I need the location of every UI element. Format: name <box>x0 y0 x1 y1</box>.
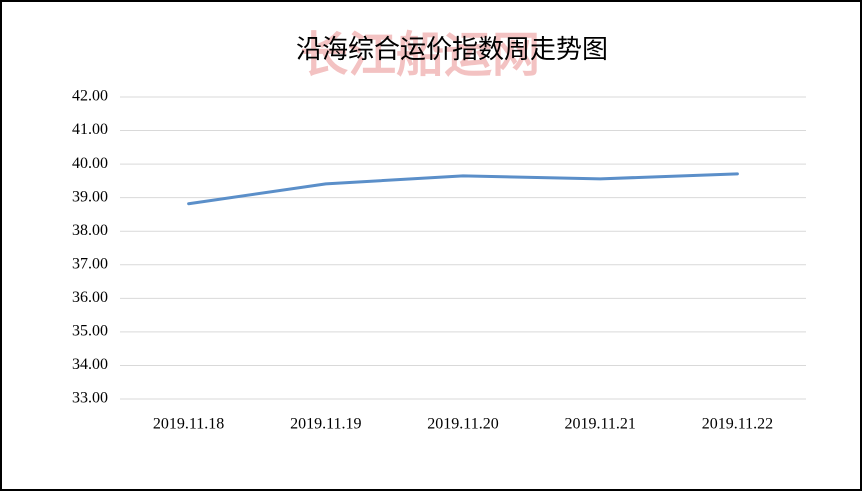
y-tick-label: 38.00 <box>72 222 108 239</box>
y-tick-label: 33.00 <box>72 390 108 407</box>
y-tick-label: 34.00 <box>72 356 108 373</box>
data-line <box>187 172 739 206</box>
x-tick-label: 2019.11.21 <box>564 416 635 433</box>
x-tick-label: 2019.11.19 <box>290 416 361 433</box>
y-tick-label: 39.00 <box>72 188 108 205</box>
watermark: 长江船运网 <box>300 29 540 82</box>
x-tick-label: 2019.11.18 <box>153 416 224 433</box>
y-tick-label: 36.00 <box>72 289 108 306</box>
y-tick-label: 40.00 <box>72 155 108 172</box>
y-tick-label: 42.00 <box>72 88 108 105</box>
x-tick-label: 2019.11.20 <box>427 416 498 433</box>
y-tick-label: 41.00 <box>72 121 108 138</box>
y-tick-label: 35.00 <box>72 323 108 340</box>
x-tick-label: 2019.11.22 <box>702 416 773 433</box>
chart-title: 沿海综合运价指数周走势图 <box>296 35 608 64</box>
y-tick-label: 37.00 <box>72 255 108 272</box>
